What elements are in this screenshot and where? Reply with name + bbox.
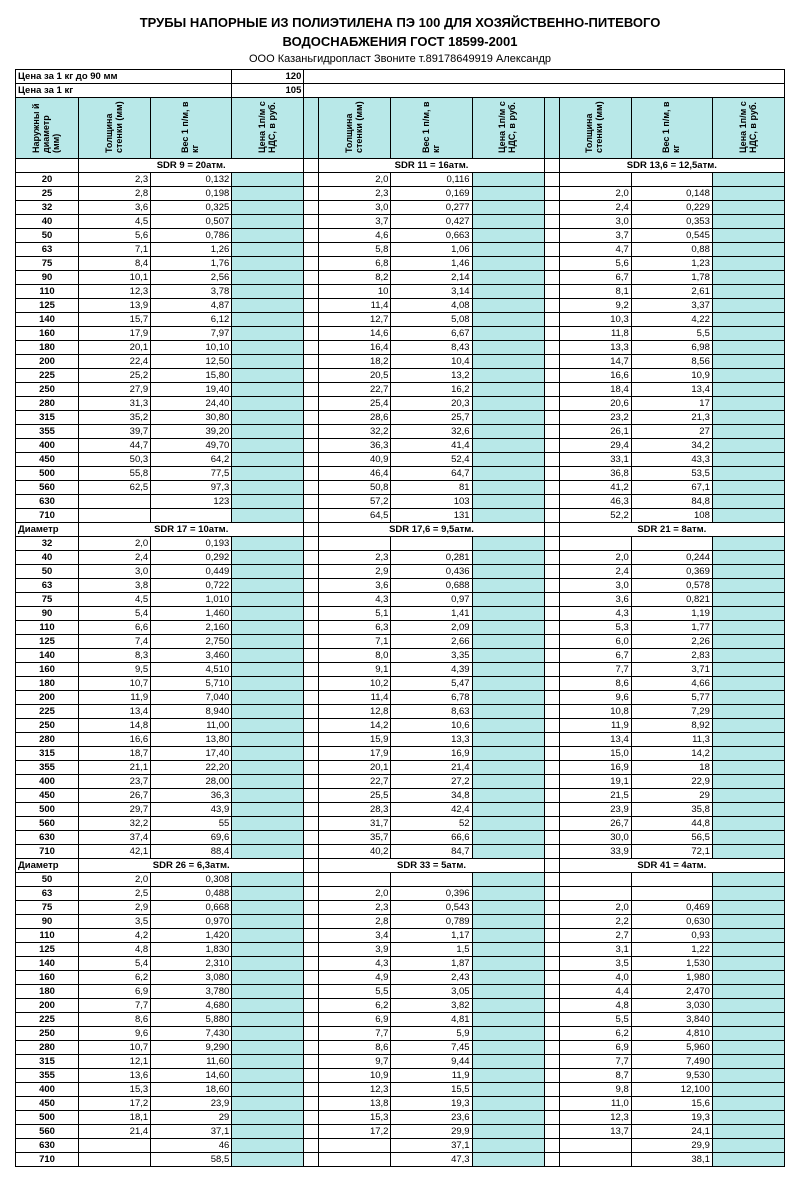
company-info: ООО Казаньгидропласт Звоните т.891786499…: [15, 53, 785, 65]
page-title-1: ТРУБЫ НАПОРНЫЕ ИЗ ПОЛИЭТИЛЕНА ПЭ 100 ДЛЯ…: [15, 15, 785, 30]
page-title-2: ВОДОСНАБЖЕНИЯ ГОСТ 18599-2001: [15, 34, 785, 49]
main-table: Цена за 1 кг до 90 мм120Цена за 1 кг105Н…: [15, 69, 785, 1167]
